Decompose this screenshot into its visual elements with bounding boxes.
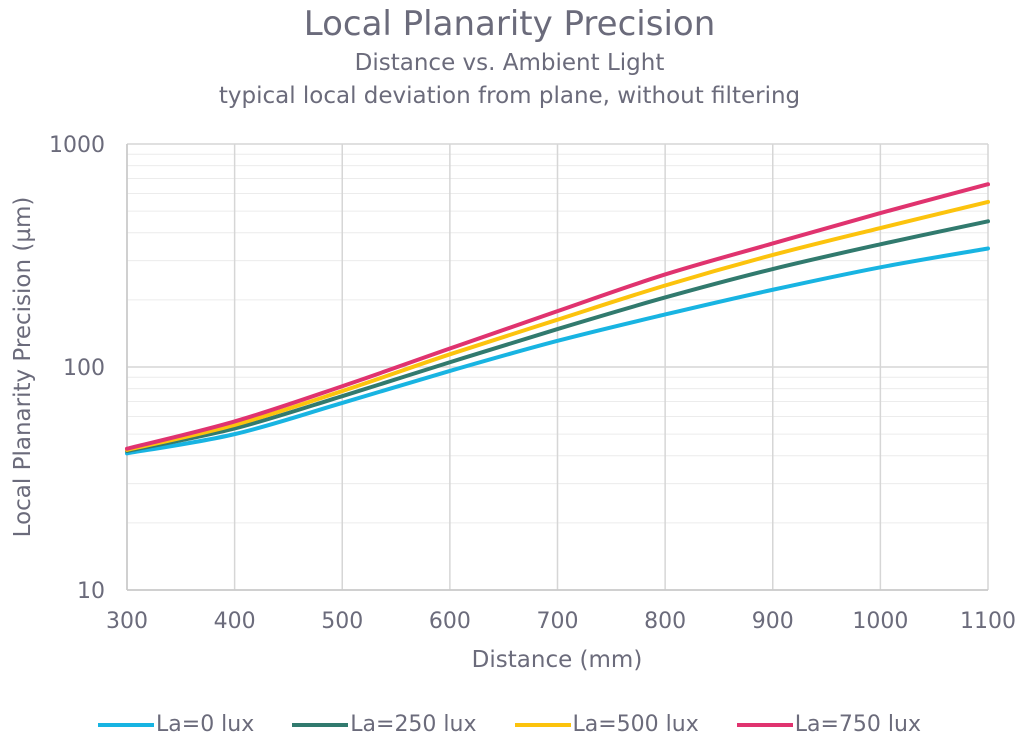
plot-border <box>126 144 988 591</box>
legend-label: La=750 lux <box>794 712 921 737</box>
y-tick-label: 100 <box>63 356 105 381</box>
legend-item: La=0 lux <box>98 712 254 737</box>
legend-swatch <box>736 722 793 727</box>
y-axis-label: Local Planarity Precision (µm) <box>10 197 36 538</box>
series-line-1 <box>125 219 990 454</box>
legend-swatch <box>292 722 349 727</box>
y-tick-label: 1000 <box>49 133 105 158</box>
series-line-3 <box>125 182 990 451</box>
legend: La=0 lux La=250 lux La=500 lux La=750 lu… <box>0 712 1019 737</box>
legend-label: La=0 lux <box>156 712 255 737</box>
x-tick-label: 700 <box>537 609 579 634</box>
series-line-2 <box>125 199 990 452</box>
series-lines <box>125 182 990 456</box>
legend-swatch <box>98 722 155 727</box>
x-tick-label: 1000 <box>852 609 908 634</box>
series-line-0 <box>125 246 990 456</box>
grid-lines <box>126 143 989 591</box>
legend-item: La=250 lux <box>292 712 477 737</box>
x-tick-labels: 300 400 500 600 700 800 900 1000 1100 <box>106 609 1016 634</box>
x-tick-label: 300 <box>106 609 148 634</box>
y-tick-labels: 10 100 1000 <box>49 133 105 604</box>
legend-swatch <box>514 722 571 727</box>
x-tick-label: 600 <box>429 609 471 634</box>
legend-label: La=500 lux <box>572 712 699 737</box>
chart-subtitle-2: typical local deviation from plane, with… <box>218 83 801 109</box>
legend-item: La=750 lux <box>736 712 921 737</box>
x-tick-label: 800 <box>644 609 686 634</box>
chart-subtitle-1: Distance vs. Ambient Light <box>354 50 665 76</box>
x-axis-label: Distance (mm) <box>472 647 643 673</box>
y-tick-label: 10 <box>77 579 105 604</box>
x-tick-label: 500 <box>321 609 363 634</box>
chart-title: Local Planarity Precision <box>303 4 716 44</box>
x-tick-label: 1100 <box>960 609 1016 634</box>
x-tick-label: 900 <box>752 609 794 634</box>
x-tick-label: 400 <box>214 609 256 634</box>
legend-item: La=500 lux <box>514 712 699 737</box>
legend-label: La=250 lux <box>350 712 477 737</box>
